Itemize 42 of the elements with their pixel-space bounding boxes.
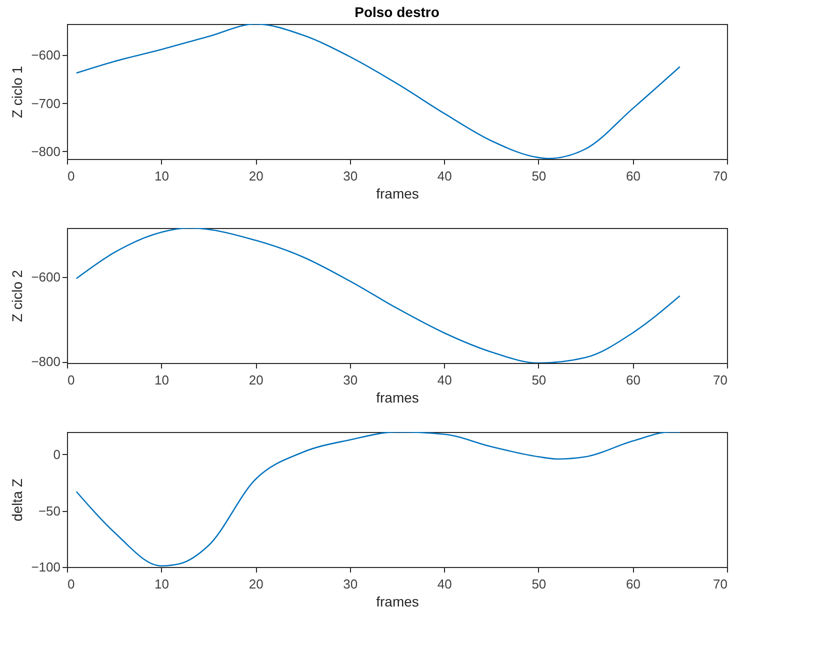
x-tick-label: 10 [154, 372, 170, 388]
x-tick-label: 40 [437, 372, 452, 388]
x-axis-title: frames [376, 390, 419, 406]
x-axis-title: frames [376, 594, 419, 610]
x-tick-label: 50 [532, 168, 546, 184]
x-tick-label: 0 [68, 168, 75, 184]
x-tick-label: 60 [626, 168, 640, 184]
x-tick-label: 20 [248, 576, 264, 592]
x-tick-label: 10 [154, 168, 170, 184]
y-axis-title: delta Z [9, 478, 26, 522]
line-series [76, 228, 681, 363]
y-tick-label: −800 [31, 354, 60, 370]
x-tick-label: 0 [68, 576, 75, 592]
y-axis-title: Z ciclo 1 [9, 66, 26, 118]
chart-title: Polso destro [354, 4, 440, 20]
y-tick-label: 0 [53, 447, 60, 462]
y-tick-label: −600 [31, 269, 60, 284]
x-tick-label: 10 [154, 576, 170, 592]
x-tick-label: 60 [626, 576, 640, 592]
x-tick-label: 40 [437, 168, 452, 184]
x-tick-label: 50 [532, 372, 546, 388]
line-series [76, 24, 681, 159]
y-tick-label: −50 [38, 503, 60, 518]
x-tick-label: 60 [626, 372, 640, 388]
x-tick-label: 70 [713, 372, 728, 388]
y-tick-label: −700 [31, 96, 60, 111]
x-tick-label: 30 [343, 372, 358, 388]
y-tick-label: −100 [31, 560, 60, 574]
y-tick-label: −600 [31, 48, 60, 63]
line-series [76, 432, 681, 567]
x-tick-label: 30 [343, 576, 358, 592]
x-tick-label: 20 [248, 168, 264, 184]
x-tick-label: 30 [343, 168, 358, 184]
x-tick-label: 50 [532, 576, 546, 592]
y-axis-title: Z ciclo 2 [9, 270, 26, 322]
x-axis-title: frames [376, 186, 419, 202]
x-tick-label: 20 [248, 372, 264, 388]
x-tick-label: 0 [68, 372, 75, 388]
x-tick-label: 70 [713, 168, 728, 184]
x-tick-label: 40 [437, 576, 452, 592]
x-tick-label: 70 [713, 576, 728, 592]
y-tick-label: −800 [31, 144, 60, 159]
